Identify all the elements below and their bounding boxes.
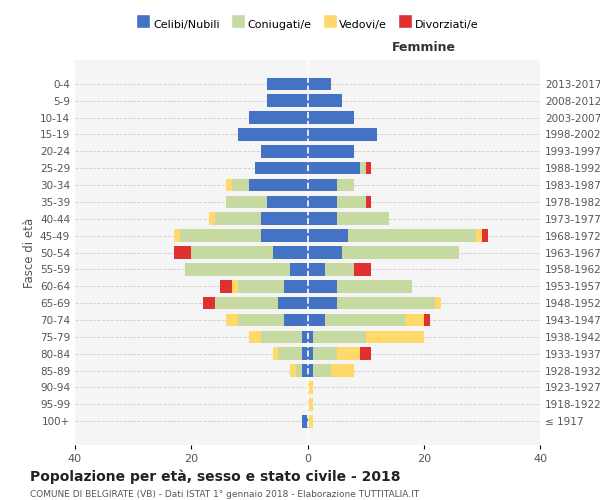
Bar: [308, 78, 331, 90]
Bar: [308, 246, 343, 259]
Bar: [337, 280, 412, 292]
Bar: [215, 212, 261, 225]
Bar: [308, 212, 337, 225]
Bar: [290, 364, 296, 377]
Bar: [343, 246, 458, 259]
Bar: [406, 314, 424, 326]
Bar: [308, 415, 313, 428]
Bar: [278, 348, 302, 360]
Bar: [331, 364, 354, 377]
Bar: [308, 94, 343, 107]
Bar: [232, 280, 238, 292]
Bar: [348, 230, 476, 242]
Bar: [226, 314, 238, 326]
Bar: [267, 78, 308, 90]
Bar: [272, 246, 308, 259]
Bar: [302, 415, 308, 428]
Text: Popolazione per età, sesso e stato civile - 2018: Popolazione per età, sesso e stato civil…: [30, 470, 401, 484]
Bar: [250, 330, 261, 343]
Bar: [424, 314, 430, 326]
Bar: [174, 230, 179, 242]
Bar: [308, 145, 354, 158]
Bar: [308, 128, 377, 141]
Bar: [261, 330, 302, 343]
Bar: [308, 196, 337, 208]
Bar: [365, 162, 371, 174]
Bar: [337, 212, 389, 225]
Bar: [261, 212, 308, 225]
Bar: [308, 398, 313, 410]
Bar: [365, 330, 424, 343]
Bar: [185, 263, 290, 276]
Bar: [308, 111, 354, 124]
Bar: [360, 348, 371, 360]
Bar: [365, 196, 371, 208]
Bar: [255, 162, 308, 174]
Bar: [308, 314, 325, 326]
Bar: [226, 196, 267, 208]
Bar: [296, 364, 302, 377]
Bar: [302, 364, 308, 377]
Bar: [308, 364, 313, 377]
Legend: Celibi/Nubili, Coniugati/e, Vedovi/e, Divorziati/e: Celibi/Nubili, Coniugati/e, Vedovi/e, Di…: [132, 16, 483, 34]
Bar: [337, 196, 365, 208]
Bar: [337, 297, 436, 310]
Bar: [220, 280, 232, 292]
Bar: [267, 196, 308, 208]
Bar: [179, 230, 261, 242]
Bar: [308, 230, 348, 242]
Bar: [313, 330, 365, 343]
Bar: [308, 178, 337, 192]
Bar: [215, 297, 278, 310]
Bar: [360, 162, 365, 174]
Bar: [354, 263, 371, 276]
Bar: [261, 145, 308, 158]
Bar: [308, 297, 337, 310]
Bar: [284, 314, 308, 326]
Bar: [313, 348, 337, 360]
Bar: [325, 314, 406, 326]
Bar: [238, 128, 308, 141]
Bar: [308, 381, 313, 394]
Bar: [302, 348, 308, 360]
Bar: [482, 230, 488, 242]
Bar: [308, 330, 313, 343]
Bar: [308, 348, 313, 360]
Bar: [267, 94, 308, 107]
Bar: [308, 162, 360, 174]
Bar: [232, 178, 250, 192]
Bar: [308, 263, 325, 276]
Bar: [174, 246, 191, 259]
Bar: [436, 297, 441, 310]
Text: COMUNE DI BELGIRATE (VB) - Dati ISTAT 1° gennaio 2018 - Elaborazione TUTTITALIA.: COMUNE DI BELGIRATE (VB) - Dati ISTAT 1°…: [30, 490, 419, 499]
Bar: [337, 178, 354, 192]
Bar: [476, 230, 482, 242]
Bar: [313, 364, 331, 377]
Bar: [290, 263, 308, 276]
Text: Femmine: Femmine: [392, 41, 456, 54]
Bar: [284, 280, 308, 292]
Bar: [191, 246, 272, 259]
Bar: [226, 178, 232, 192]
Bar: [308, 280, 337, 292]
Y-axis label: Fasce di età: Fasce di età: [23, 218, 36, 288]
Bar: [337, 348, 360, 360]
Bar: [272, 348, 278, 360]
Bar: [209, 212, 215, 225]
Bar: [250, 178, 308, 192]
Bar: [302, 330, 308, 343]
Bar: [250, 111, 308, 124]
Bar: [278, 297, 308, 310]
Bar: [238, 314, 284, 326]
Bar: [238, 280, 284, 292]
Bar: [261, 230, 308, 242]
Bar: [203, 297, 215, 310]
Bar: [325, 263, 354, 276]
